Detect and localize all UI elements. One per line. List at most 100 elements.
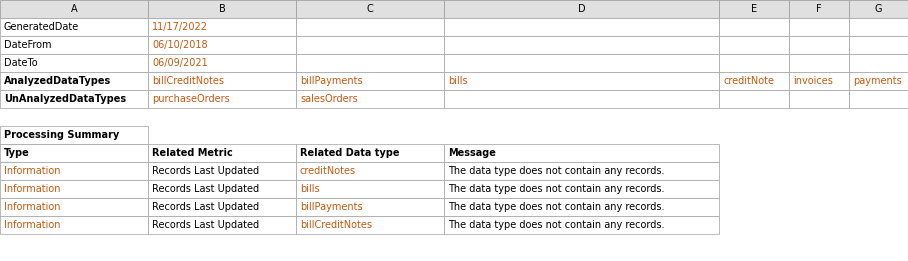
Text: purchaseOrders: purchaseOrders	[152, 94, 230, 104]
Bar	[0, 72, 148, 90]
Text: The data type does not contain any records.: The data type does not contain any recor…	[448, 184, 665, 194]
Bar	[296, 0, 444, 18]
Bar	[0, 90, 148, 108]
Text: AnalyzedDataTypes: AnalyzedDataTypes	[4, 76, 112, 86]
Bar	[719, 0, 789, 18]
Bar	[296, 198, 444, 216]
Bar	[148, 54, 296, 72]
Text: Records Last Updated: Records Last Updated	[152, 184, 259, 194]
Bar	[789, 36, 849, 54]
Bar	[148, 18, 296, 36]
Text: billPayments: billPayments	[300, 76, 362, 86]
Bar	[0, 18, 148, 36]
Bar	[296, 90, 444, 108]
Bar	[296, 180, 444, 198]
Bar	[849, 72, 908, 90]
Bar	[296, 72, 444, 90]
Bar	[0, 126, 148, 144]
Bar	[849, 54, 908, 72]
Bar	[0, 180, 148, 198]
Bar	[148, 180, 296, 198]
Bar	[0, 162, 148, 180]
Text: 06/10/2018: 06/10/2018	[152, 40, 208, 50]
Bar	[789, 90, 849, 108]
Text: B: B	[219, 4, 225, 14]
Text: C: C	[367, 4, 373, 14]
Bar	[789, 54, 849, 72]
Text: billCreditNotes: billCreditNotes	[152, 76, 224, 86]
Bar	[719, 18, 789, 36]
Bar	[849, 0, 908, 18]
Text: bills: bills	[300, 184, 320, 194]
Text: creditNotes: creditNotes	[300, 166, 356, 176]
Bar	[444, 144, 719, 162]
Text: D: D	[577, 4, 586, 14]
Bar	[0, 54, 148, 72]
Bar	[444, 54, 719, 72]
Bar	[789, 18, 849, 36]
Text: Related Data type: Related Data type	[300, 148, 400, 158]
Text: GeneratedDate: GeneratedDate	[4, 22, 79, 32]
Text: Information: Information	[4, 166, 61, 176]
Bar	[444, 0, 719, 18]
Text: 11/17/2022: 11/17/2022	[152, 22, 208, 32]
Bar	[296, 144, 444, 162]
Text: Related Metric: Related Metric	[152, 148, 232, 158]
Bar	[789, 72, 849, 90]
Bar	[0, 0, 148, 18]
Bar	[148, 0, 296, 18]
Bar	[296, 18, 444, 36]
Bar	[444, 162, 719, 180]
Bar	[0, 216, 148, 234]
Text: Type: Type	[4, 148, 30, 158]
Bar	[789, 0, 849, 18]
Text: 06/09/2021: 06/09/2021	[152, 58, 208, 68]
Text: Information: Information	[4, 184, 61, 194]
Bar	[148, 90, 296, 108]
Text: Information: Information	[4, 202, 61, 212]
Text: E: E	[751, 4, 757, 14]
Bar	[148, 198, 296, 216]
Text: invoices: invoices	[793, 76, 833, 86]
Text: Records Last Updated: Records Last Updated	[152, 202, 259, 212]
Text: DateTo: DateTo	[4, 58, 37, 68]
Bar	[148, 72, 296, 90]
Bar	[148, 36, 296, 54]
Bar	[849, 90, 908, 108]
Text: Records Last Updated: Records Last Updated	[152, 166, 259, 176]
Text: G: G	[874, 4, 883, 14]
Bar	[719, 36, 789, 54]
Bar	[719, 54, 789, 72]
Bar	[0, 198, 148, 216]
Bar	[0, 36, 148, 54]
Text: Records Last Updated: Records Last Updated	[152, 220, 259, 230]
Text: bills: bills	[448, 76, 468, 86]
Bar	[444, 198, 719, 216]
Text: The data type does not contain any records.: The data type does not contain any recor…	[448, 202, 665, 212]
Text: creditNote: creditNote	[723, 76, 774, 86]
Bar	[849, 36, 908, 54]
Text: payments: payments	[853, 76, 902, 86]
Bar	[148, 216, 296, 234]
Text: F: F	[816, 4, 822, 14]
Bar	[296, 54, 444, 72]
Bar	[444, 180, 719, 198]
Bar	[0, 144, 148, 162]
Text: The data type does not contain any records.: The data type does not contain any recor…	[448, 166, 665, 176]
Text: salesOrders: salesOrders	[300, 94, 358, 104]
Bar	[444, 72, 719, 90]
Bar	[296, 216, 444, 234]
Text: UnAnalyzedDataTypes: UnAnalyzedDataTypes	[4, 94, 126, 104]
Bar	[148, 162, 296, 180]
Bar	[849, 18, 908, 36]
Bar	[444, 18, 719, 36]
Text: Message: Message	[448, 148, 496, 158]
Text: Information: Information	[4, 220, 61, 230]
Text: A: A	[71, 4, 77, 14]
Bar	[444, 216, 719, 234]
Text: billPayments: billPayments	[300, 202, 362, 212]
Bar	[444, 90, 719, 108]
Bar	[148, 144, 296, 162]
Bar	[444, 36, 719, 54]
Text: DateFrom: DateFrom	[4, 40, 52, 50]
